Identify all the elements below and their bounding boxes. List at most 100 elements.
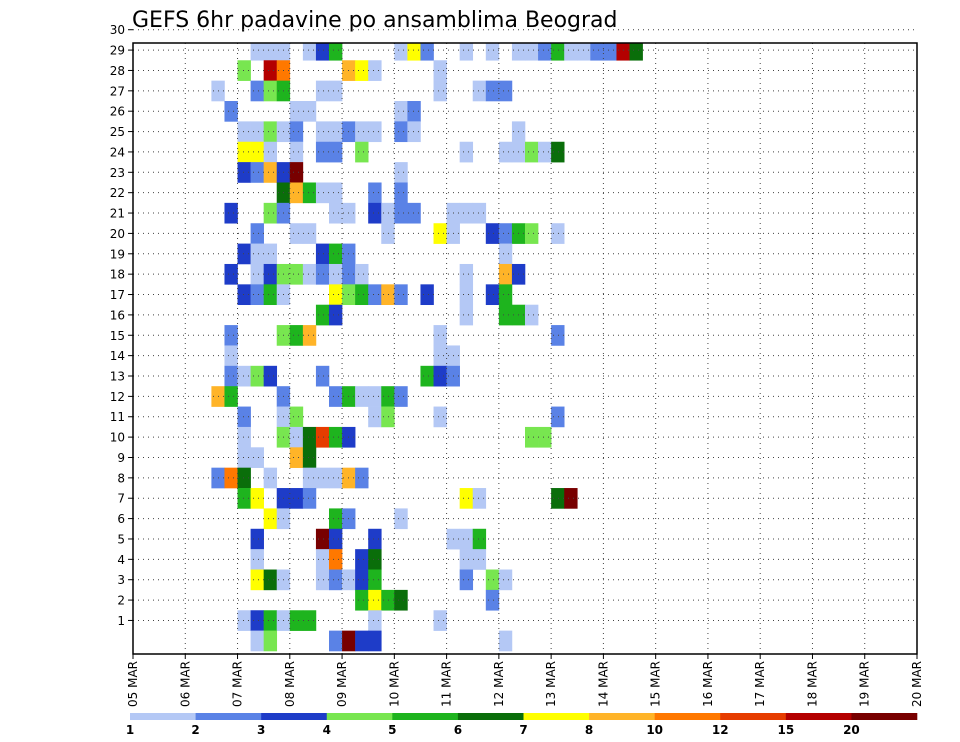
- x-tick-label: 14 MAR: [596, 661, 610, 707]
- heatmap-cell: [329, 80, 343, 102]
- heatmap-cell: [263, 162, 278, 183]
- legend-swatch: [261, 713, 328, 720]
- heatmap-cell: [224, 263, 238, 285]
- heatmap-cell: [289, 141, 304, 163]
- heatmap-cell: [394, 508, 408, 530]
- heatmap-cell: [315, 80, 330, 102]
- y-tick-label: 12: [110, 390, 125, 404]
- heatmap-cell: [485, 43, 500, 61]
- legend-label: 5: [388, 723, 396, 737]
- y-tick-label: 24: [110, 145, 125, 159]
- chart-title: GEFS 6hr padavine po ansamblima Beograd: [132, 8, 618, 33]
- heatmap-cell: [263, 121, 278, 143]
- heatmap-cell: [459, 43, 474, 61]
- heatmap-cell: [237, 447, 251, 468]
- heatmap-cell: [498, 80, 513, 102]
- heatmap-cell: [237, 467, 251, 489]
- heatmap-cell: [511, 43, 526, 61]
- heatmap-cell: [368, 60, 382, 81]
- heatmap-cell: [407, 202, 421, 224]
- heatmap-cell: [394, 182, 408, 204]
- heatmap-cell: [368, 610, 382, 631]
- heatmap-cell: [590, 43, 604, 61]
- legend-swatch: [392, 713, 459, 720]
- heatmap-cell: [485, 284, 500, 306]
- x-axis: 05 MAR 06 MAR 07 MAR 08 MAR 09 MAR 10 MAR 11 M…: [126, 654, 924, 707]
- heatmap-cell: [289, 162, 304, 183]
- x-tick-label: 19 MAR: [858, 661, 872, 707]
- heatmap-cell: [472, 488, 487, 509]
- heatmap-cell: [551, 43, 565, 61]
- legend-label: 20: [843, 723, 860, 737]
- heatmap-cell: [329, 43, 343, 61]
- heatmap-cell: [394, 386, 408, 407]
- heatmap-cell: [289, 182, 304, 204]
- heatmap-cell: [551, 488, 565, 509]
- legend-swatch: [654, 713, 721, 720]
- y-tick-label: 2: [117, 594, 125, 608]
- y-tick-label: 5: [117, 532, 125, 546]
- heatmap-cell: [263, 630, 278, 652]
- heatmap-cell: [289, 223, 304, 244]
- heatmap-cell: [302, 610, 317, 631]
- heatmap-cell: [237, 243, 251, 265]
- heatmap-cell: [459, 569, 474, 591]
- heatmap-cell: [394, 284, 408, 306]
- heatmap-cell: [289, 263, 304, 285]
- heatmap-cell: [551, 325, 565, 346]
- heatmap-cell: [289, 610, 304, 631]
- heatmap-cell: [224, 101, 238, 122]
- heatmap-cell: [381, 284, 395, 306]
- heatmap-cell: [472, 202, 487, 224]
- heatmap-cell: [368, 569, 382, 591]
- heatmap-cell: [564, 43, 578, 61]
- heatmap-cell: [485, 223, 500, 244]
- heatmap-cell: [420, 43, 434, 61]
- heatmap-cell: [315, 263, 330, 285]
- heatmap-cell: [237, 406, 251, 428]
- heatmap-cell: [498, 569, 513, 591]
- heatmap-cell: [355, 589, 369, 611]
- x-tick-label: 10 MAR: [387, 661, 401, 707]
- heatmap-cell: [525, 426, 539, 448]
- heatmap-cell: [355, 386, 369, 407]
- legend-label: 10: [646, 723, 663, 737]
- heatmap-cell: [459, 488, 474, 509]
- heatmap-cell: [368, 284, 382, 306]
- heatmap-cell: [355, 467, 369, 489]
- y-tick-label: 23: [110, 166, 125, 180]
- heatmap-cell: [407, 43, 421, 61]
- heatmap-cell: [302, 426, 317, 448]
- heatmap-cell: [329, 243, 343, 265]
- heatmap-cell: [250, 43, 264, 61]
- legend-swatch: [523, 713, 590, 720]
- heatmap-cell: [498, 284, 513, 306]
- heatmap-cell: [250, 365, 264, 387]
- legend-label: 8: [585, 723, 593, 737]
- heatmap-cell: [263, 243, 278, 265]
- x-tick-label: 07 MAR: [231, 661, 245, 707]
- x-tick-label: 17 MAR: [753, 661, 767, 707]
- y-tick-label: 19: [110, 247, 125, 261]
- heatmap-cell: [577, 43, 591, 61]
- heatmap-cell: [250, 263, 264, 285]
- heatmap-cell: [394, 162, 408, 183]
- heatmap-cell: [355, 121, 369, 143]
- heatmap-cell: [315, 43, 330, 61]
- heatmap-cell: [315, 141, 330, 163]
- y-tick-label: 6: [117, 512, 125, 526]
- y-tick-label: 7: [117, 492, 125, 506]
- heatmap-cell: [472, 80, 487, 102]
- heatmap-cell: [538, 43, 552, 61]
- heatmap-cell: [329, 263, 343, 285]
- heatmap-cell: [329, 426, 343, 448]
- plot-frame: [132, 42, 918, 655]
- heatmap-cell: [224, 386, 238, 407]
- heatmap-cell: [263, 202, 278, 224]
- y-tick-label: 21: [110, 207, 125, 221]
- heatmap-cell: [498, 223, 513, 244]
- heatmap-cell: [368, 386, 382, 407]
- heatmap-cell: [329, 141, 343, 163]
- heatmap-cell: [381, 202, 395, 224]
- heatmap-cell: [433, 60, 447, 81]
